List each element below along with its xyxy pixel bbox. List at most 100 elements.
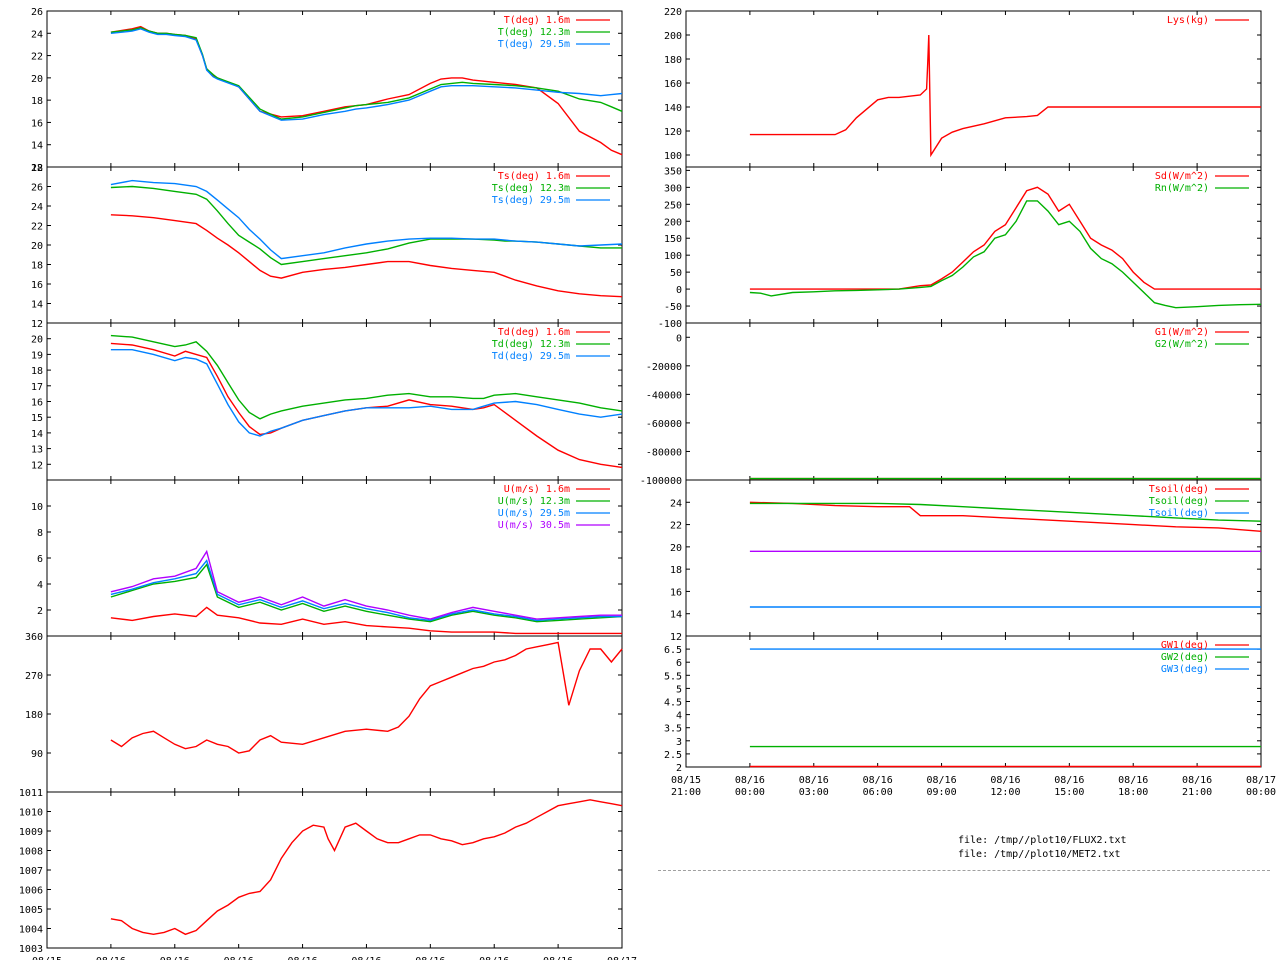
y-tick-label: 1005 [19, 905, 43, 916]
series-line-1 [110, 334, 623, 420]
x-tick-label-date: 08/16 [224, 956, 254, 960]
x-tick-label-date: 08/16 [415, 956, 445, 960]
x-tick-label-date: 08/16 [543, 956, 573, 960]
y-tick-label: 0 [676, 333, 682, 344]
x-tick-label-time: 06:00 [863, 787, 893, 798]
y-tick-label: 8 [37, 528, 43, 539]
x-tick-label-time: 21:00 [671, 787, 701, 798]
x-tick-label-time: 21:00 [1182, 787, 1212, 798]
legend-label-2: Td(deg) 29.5m [492, 351, 570, 362]
y-tick-label: 15 [31, 413, 43, 424]
file-list: file: /tmp//plot10/FLUX2.txt file: /tmp//… [958, 834, 1127, 862]
y-tick-label: 350 [664, 166, 682, 177]
legend-label-1: Tsoil(deg) [1149, 496, 1209, 507]
y-tick-label: 14 [31, 300, 43, 311]
x-tick-label-date: 08/16 [1182, 775, 1212, 786]
divider [658, 870, 1270, 871]
x-tick-label-date: 08/16 [927, 775, 957, 786]
y-tick-label: 140 [664, 103, 682, 114]
legend-label-1: Ts(deg) 12.3m [492, 183, 570, 194]
x-tick-label-date: 08/17 [607, 956, 637, 960]
legend-label-2: Ts(deg) 29.5m [492, 195, 570, 206]
x-tick-label-date: 08/16 [351, 956, 381, 960]
series-line-2 [110, 559, 622, 622]
legend-label-2: GW3(deg) [1161, 664, 1209, 675]
y-tick-label: 14 [31, 429, 43, 440]
y-tick-label: 160 [664, 79, 682, 90]
y-tick-label: 20 [31, 74, 43, 85]
panel-6: 100 120 140 160 180 200 220 Lys(kg) [664, 7, 1262, 168]
y-tick-label: 300 [664, 183, 682, 194]
y-tick-label: 250 [664, 200, 682, 211]
x-tick-label-date: 08/17 [1246, 775, 1276, 786]
legend-label-0: Tsoil(deg) [1149, 484, 1209, 495]
y-tick-label: 1009 [19, 827, 43, 838]
y-tick-label: 18 [31, 96, 43, 107]
panel-frame [46, 635, 623, 793]
y-tick-label: 28 [31, 163, 43, 174]
y-tick-label: 2 [676, 763, 682, 774]
legend-label-0: GW1(deg) [1161, 640, 1209, 651]
y-tick-label: 16 [31, 118, 43, 129]
y-tick-label: 6 [676, 658, 682, 669]
x-tick-label-date: 08/16 [863, 775, 893, 786]
y-tick-label: 16 [31, 280, 43, 291]
x-tick-label-date: 08/16 [990, 775, 1020, 786]
x-tick-label-date: 08/15 [671, 775, 701, 786]
x-tick-label-date: 08/16 [1118, 775, 1148, 786]
y-tick-label: 150 [664, 234, 682, 245]
legend-label-0: Ts(deg) 1.6m [498, 171, 570, 182]
y-tick-label: 1007 [19, 866, 43, 877]
y-tick-label: 12 [670, 632, 682, 643]
y-tick-label: 6.5 [664, 645, 682, 656]
x-tick-label-time: 09:00 [927, 787, 957, 798]
y-tick-label: 19 [31, 350, 43, 361]
y-tick-label: 18 [31, 261, 43, 272]
x-tick-label-date: 08/16 [96, 956, 126, 960]
y-tick-label: 24 [31, 29, 43, 40]
series-line-0 [110, 641, 623, 754]
series-line-0 [749, 186, 1261, 290]
x-tick-label-time: 03:00 [799, 787, 829, 798]
y-tick-label: 22 [670, 521, 682, 532]
y-tick-label: 22 [31, 52, 43, 63]
legend-label-1: Rn(W/m^2) [1155, 183, 1209, 194]
y-tick-label: -20000 [646, 362, 682, 373]
file-label-flux: file: /tmp//plot10/FLUX2.txt [958, 835, 1127, 846]
legend-label-3: U(m/s) 30.5m [498, 520, 570, 531]
x-tick-label-time: 15:00 [1054, 787, 1084, 798]
x-tick-label-time: 00:00 [1246, 787, 1276, 798]
legend-label-1: T(deg) 12.3m [498, 27, 570, 38]
x-tick-label-date: 08/16 [799, 775, 829, 786]
series-line-0 [110, 606, 622, 635]
x-tick-label-date: 08/16 [288, 956, 318, 960]
y-tick-label: 1011 [19, 788, 43, 799]
x-tick-label-date: 08/16 [160, 956, 190, 960]
y-tick-label: 1010 [19, 808, 43, 819]
legend-label-0: U(m/s) 1.6m [504, 484, 570, 495]
x-tick-label-time: 00:00 [735, 787, 765, 798]
legend-label-0: G1(W/m^2) [1155, 327, 1209, 338]
y-tick-label: 1003 [19, 944, 43, 955]
y-tick-label: -40000 [646, 390, 682, 401]
y-tick-label: -100 [658, 319, 682, 330]
legend-label-2: U(m/s) 29.5m [498, 508, 570, 519]
panel-4: 90 180 270 360 [25, 632, 623, 793]
series-line-0 [749, 34, 1261, 158]
y-tick-label: -50 [664, 302, 682, 313]
legend-label-0: Lys(kg) [1167, 15, 1209, 26]
x-tick-label-date: 08/15 [32, 956, 62, 960]
y-tick-label: 14 [670, 610, 682, 621]
y-tick-label: 90 [31, 749, 43, 760]
y-tick-label: 50 [670, 268, 682, 279]
y-tick-label: 20 [31, 335, 43, 346]
legend-label-1: GW2(deg) [1161, 652, 1209, 663]
series-line-0 [110, 799, 623, 936]
series-line-1 [749, 502, 1262, 522]
file-label-met: file: /tmp//plot10/MET2.txt [958, 849, 1121, 860]
y-tick-label: 16 [670, 587, 682, 598]
x-tick-label-date: 08/16 [735, 775, 765, 786]
y-tick-label: 270 [25, 671, 43, 682]
